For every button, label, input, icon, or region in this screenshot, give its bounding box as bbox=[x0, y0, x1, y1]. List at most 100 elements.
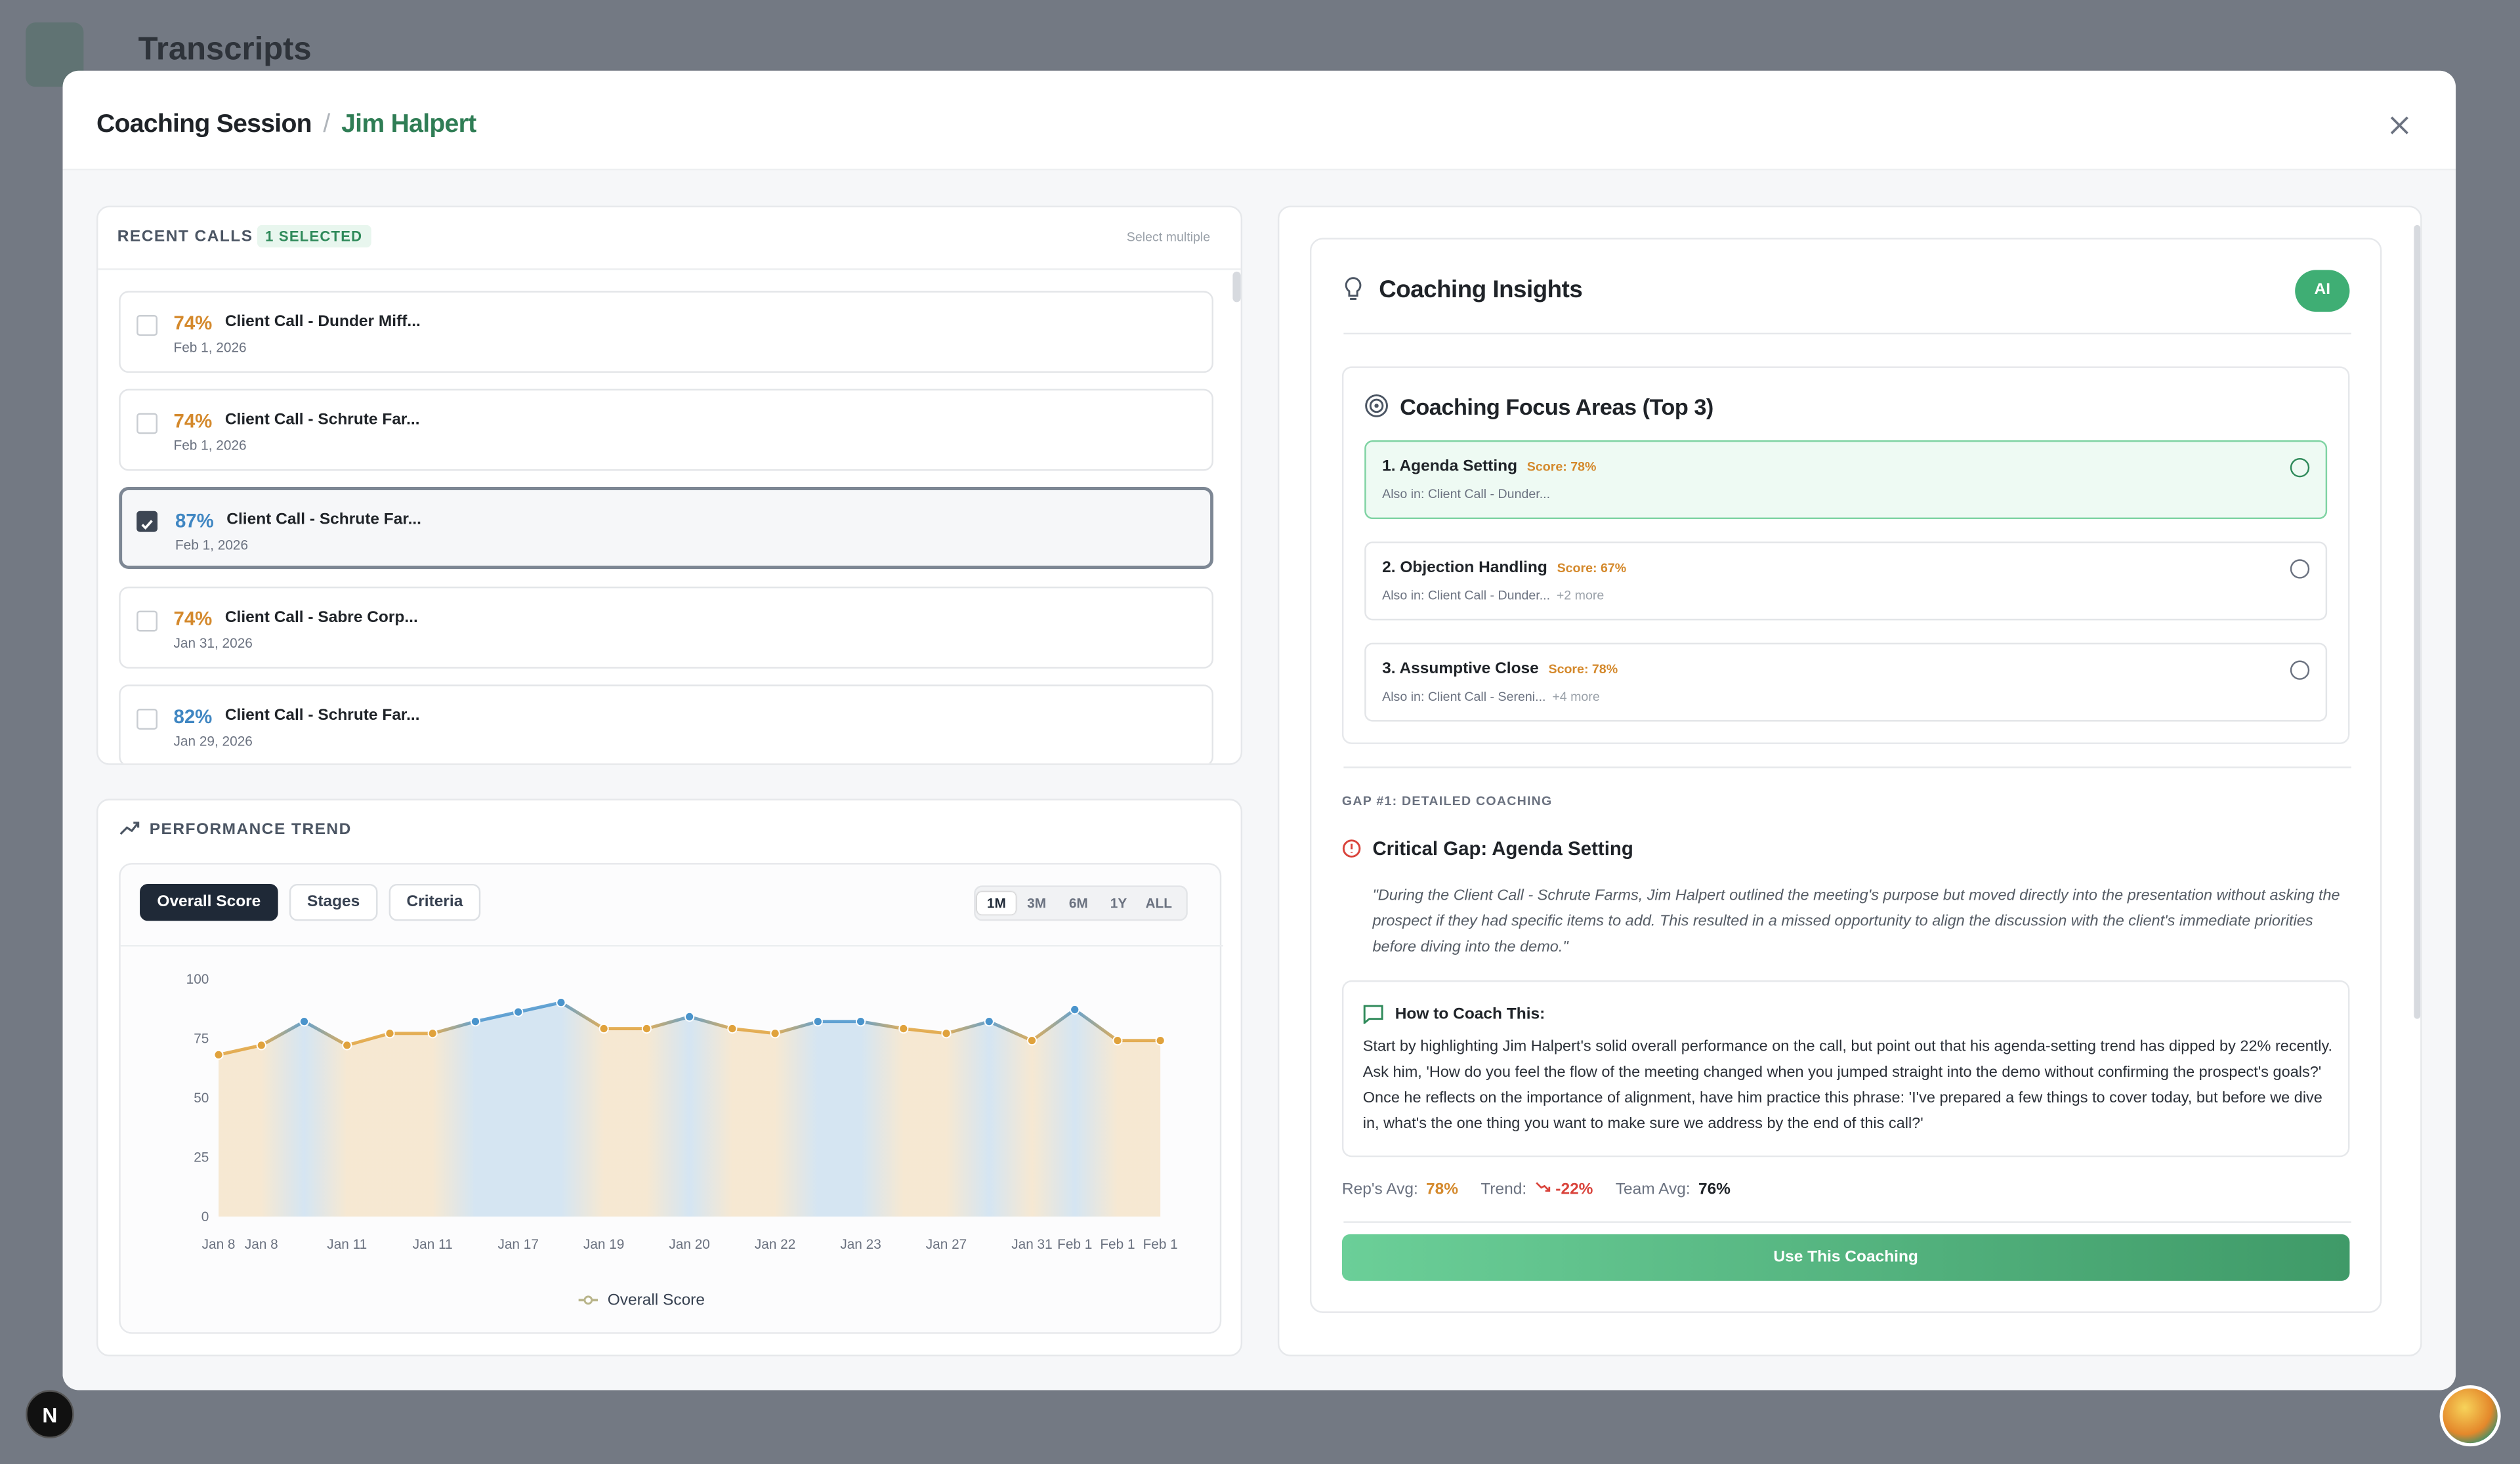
info-icon[interactable] bbox=[2290, 660, 2310, 680]
info-icon[interactable] bbox=[2290, 559, 2310, 579]
use-coaching-button[interactable]: Use This Coaching bbox=[1341, 1234, 2350, 1281]
how-title: How to Coach This: bbox=[1395, 1006, 1545, 1024]
call-date: Jan 29, 2026 bbox=[173, 732, 253, 749]
background-title: Transcripts bbox=[138, 31, 312, 68]
ai-badge: AI bbox=[2295, 270, 2350, 312]
point bbox=[684, 1011, 695, 1022]
range-option[interactable]: 3M bbox=[1027, 895, 1047, 911]
also-in: Also in: Client Call - Dunder... bbox=[1382, 588, 1551, 603]
call-item[interactable]: 74% Client Call - Sabre Corp... Jan 31, 20… bbox=[119, 586, 1213, 669]
call-title: Client Call - Schrute Far... bbox=[226, 511, 421, 529]
avatar[interactable] bbox=[2439, 1385, 2501, 1447]
call-item[interactable]: 82% Client Call - Schrute Far... Jan 29, 2… bbox=[119, 684, 1213, 764]
call-title: Client Call - Sabre Corp... bbox=[224, 609, 418, 627]
y-tick-label: 75 bbox=[194, 1031, 209, 1046]
more-link[interactable]: +4 more bbox=[1552, 689, 1600, 704]
call-item[interactable]: 74% Client Call - Dunder Miff... Feb 1, 20… bbox=[119, 291, 1213, 373]
focus-name-text: 3. Assumptive Close bbox=[1382, 660, 1539, 679]
focus-item[interactable]: 1. Agenda Setting Score: 78% Also in: Clie… bbox=[1364, 440, 2328, 520]
divider bbox=[1343, 766, 2351, 768]
point bbox=[727, 1023, 738, 1034]
focus-score: Score: 67% bbox=[1557, 560, 1627, 575]
range-option[interactable]: 1M bbox=[976, 892, 1016, 915]
title: Coaching Session bbox=[96, 110, 312, 138]
bulb-icon bbox=[1345, 277, 1362, 300]
selected-badge: 1 SELECTED bbox=[257, 224, 371, 248]
point bbox=[385, 1028, 395, 1039]
range-option[interactable]: ALL bbox=[1145, 895, 1172, 911]
checkbox[interactable] bbox=[136, 315, 158, 336]
dev-badge[interactable]: N bbox=[26, 1390, 74, 1438]
checkbox[interactable] bbox=[136, 511, 158, 532]
y-tick-label: 25 bbox=[194, 1150, 209, 1165]
x-tick-label: Jan 8 bbox=[202, 1237, 236, 1252]
how-card bbox=[1341, 980, 2350, 1158]
modal-header: Coaching Session / Jim Halpert bbox=[62, 71, 2456, 171]
point bbox=[556, 997, 566, 1008]
focus-item[interactable]: 2. Objection Handling Score: 67% Also in: … bbox=[1364, 541, 2328, 621]
range-option[interactable]: 1Y bbox=[1110, 895, 1127, 911]
stat-value: -22% bbox=[1555, 1181, 1593, 1199]
point bbox=[342, 1040, 352, 1051]
point bbox=[513, 1007, 524, 1017]
focus-name: 2. Objection Handling Score: 67% bbox=[1382, 559, 1626, 577]
x-tick-label: Jan 27 bbox=[926, 1237, 967, 1252]
checkbox[interactable] bbox=[136, 709, 158, 730]
call-item[interactable]: 74% Client Call - Schrute Far... Feb 1, 20… bbox=[119, 388, 1213, 471]
focus-also: Also in: Client Call - Sereni... +4 more bbox=[1382, 690, 1600, 704]
legend-swatch-dot bbox=[583, 1295, 593, 1305]
section-label: PERFORMANCE TREND bbox=[149, 821, 352, 839]
focus-item[interactable]: 3. Assumptive Close Score: 78% Also in: Cl… bbox=[1364, 642, 2328, 722]
x-tick-label: Jan 11 bbox=[327, 1237, 367, 1252]
point bbox=[1026, 1035, 1038, 1046]
focus-score: Score: 78% bbox=[1548, 661, 1618, 677]
x-tick-label: Feb 1 bbox=[1057, 1237, 1092, 1252]
info-icon[interactable] bbox=[2290, 457, 2310, 478]
stat-value: 76% bbox=[1698, 1181, 1731, 1199]
focus-also: Also in: Client Call - Dunder... +2 more bbox=[1382, 588, 1604, 602]
range-option[interactable]: 6M bbox=[1068, 895, 1088, 911]
close-button[interactable] bbox=[2390, 115, 2409, 135]
focus-name: 3. Assumptive Close Score: 78% bbox=[1382, 661, 1618, 679]
stat-label: Trend: bbox=[1480, 1181, 1527, 1199]
tab[interactable]: Overall Score bbox=[140, 883, 278, 921]
tab[interactable]: Stages bbox=[289, 883, 378, 921]
focus-also: Also in: Client Call - Dunder... bbox=[1382, 487, 1550, 501]
select-multiple[interactable]: Select multiple bbox=[1126, 230, 1211, 245]
divider bbox=[1343, 332, 2351, 335]
point bbox=[598, 1023, 609, 1034]
stat-value: 78% bbox=[1426, 1181, 1459, 1199]
y-tick-label: 0 bbox=[201, 1209, 209, 1224]
more-link[interactable]: +2 more bbox=[1556, 588, 1605, 603]
also-in: Also in: Client Call - Dunder... bbox=[1382, 487, 1551, 502]
focus-name-text: 2. Objection Handling bbox=[1382, 559, 1547, 577]
point bbox=[256, 1040, 266, 1051]
scrollbar bbox=[1232, 271, 1241, 303]
point bbox=[770, 1028, 780, 1039]
x-tick-label: Feb 1 bbox=[1100, 1237, 1135, 1252]
call-date: Feb 1, 2026 bbox=[173, 339, 247, 356]
checkbox[interactable] bbox=[136, 413, 158, 434]
point bbox=[898, 1023, 909, 1034]
x-tick-label: Jan 17 bbox=[497, 1237, 538, 1252]
calls-list: 74% Client Call - Dunder Miff... Feb 1, 20… bbox=[96, 270, 1242, 764]
x-tick-label: Jan 20 bbox=[669, 1237, 709, 1252]
trend-icon bbox=[119, 822, 140, 835]
call-score: 74% bbox=[173, 312, 213, 335]
chat-icon bbox=[1363, 1005, 1383, 1024]
call-title: Client Call - Schrute Far... bbox=[224, 411, 420, 429]
call-item[interactable]: 87% Client Call - Schrute Far... Feb 1, 20… bbox=[119, 487, 1213, 569]
also-in: Also in: Client Call - Sereni... bbox=[1382, 689, 1546, 704]
y-tick-label: 100 bbox=[186, 972, 209, 987]
call-title: Client Call - Dunder Miff... bbox=[224, 313, 421, 331]
point bbox=[812, 1016, 823, 1027]
point bbox=[299, 1016, 310, 1027]
checkbox[interactable] bbox=[136, 610, 158, 632]
point bbox=[641, 1023, 652, 1034]
down-arrow bbox=[1535, 1182, 1550, 1192]
point bbox=[1155, 1035, 1166, 1046]
x-tick-label: Feb 1 bbox=[1143, 1237, 1178, 1252]
divider bbox=[120, 945, 1223, 947]
tab[interactable]: Criteria bbox=[388, 883, 481, 921]
point bbox=[1070, 1004, 1080, 1015]
